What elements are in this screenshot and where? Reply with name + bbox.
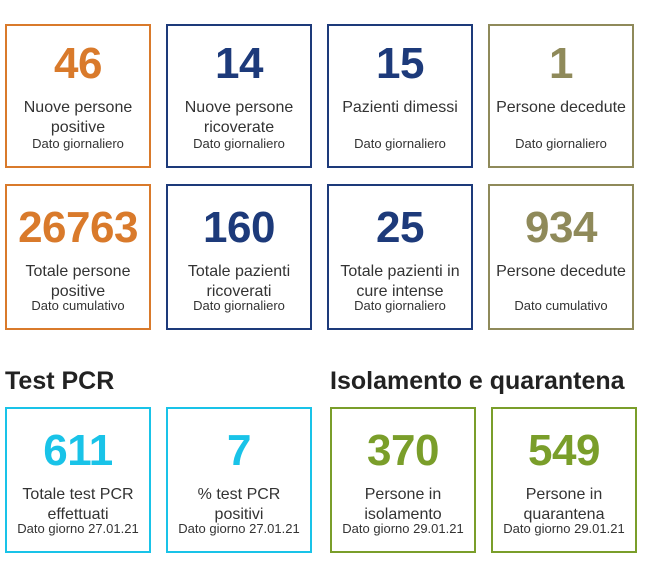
stat-subtitle: Dato giornaliero — [515, 136, 607, 151]
stat-subtitle: Dato giornaliero — [193, 136, 285, 151]
stat-value: 7 — [227, 426, 251, 475]
stat-value: 370 — [367, 426, 439, 475]
stat-label: % test PCR positivi — [197, 486, 281, 523]
stat-card-deceased-daily: 1 Persone decedute Dato giornaliero — [488, 24, 634, 168]
section-title-isolation: Isolamento e quarantena — [330, 367, 625, 395]
stat-label: Persone decedute — [496, 263, 626, 280]
stat-value: 14 — [215, 39, 263, 88]
stat-value: 25 — [376, 203, 424, 252]
stat-card-pcr-positive-rate: 7 % test PCR positivi Dato giorno 27.01.… — [166, 407, 312, 553]
stat-card-pcr-total: 611 Totale test PCR effettuati Dato gior… — [5, 407, 151, 553]
stat-card-intensive-care: 25 Totale pazienti in cure intense Dato … — [327, 184, 473, 330]
stat-label: Persone decedute — [496, 99, 626, 116]
stat-value: 46 — [54, 39, 102, 88]
stat-subtitle: Dato giornaliero — [354, 298, 446, 313]
stat-card-total-hospitalized: 160 Totale pazienti ricoverati Dato gior… — [166, 184, 312, 330]
stat-card-new-hospitalized: 14 Nuove persone ricoverate Dato giornal… — [166, 24, 312, 168]
stat-value: 934 — [525, 203, 597, 252]
stat-label: Pazienti dimessi — [342, 99, 458, 116]
stat-subtitle: Dato giorno 29.01.21 — [342, 521, 464, 536]
stat-card-total-positives: 26763 Totale persone positive Dato cumul… — [5, 184, 151, 330]
stat-value: 1 — [549, 39, 573, 88]
stat-label: Totale persone positive — [25, 263, 131, 300]
stat-label: Persone in quarantena — [523, 486, 605, 523]
stat-card-quarantine: 549 Persone in quarantena Dato giorno 29… — [491, 407, 637, 553]
stat-subtitle: Dato giornaliero — [32, 136, 124, 151]
stat-card-isolation: 370 Persone in isolamento Dato giorno 29… — [330, 407, 476, 553]
stat-label: Totale test PCR effettuati — [22, 486, 134, 523]
stat-label: Persone in isolamento — [364, 486, 442, 523]
stat-value: 15 — [376, 39, 424, 88]
stat-card-deceased-cumulative: 934 Persone decedute Dato cumulativo — [488, 184, 634, 330]
stat-subtitle: Dato giorno 27.01.21 — [17, 521, 139, 536]
stat-value: 549 — [528, 426, 600, 475]
stat-label: Totale pazienti in cure intense — [340, 263, 460, 300]
stat-label: Totale pazienti ricoverati — [187, 263, 291, 300]
stat-value: 160 — [203, 203, 275, 252]
stat-value: 26763 — [18, 203, 138, 252]
stat-card-new-positives: 46 Nuove persone positive Dato giornalie… — [5, 24, 151, 168]
stat-subtitle: Dato cumulativo — [31, 298, 125, 313]
stat-value: 611 — [43, 426, 113, 475]
stat-label: Nuove persone ricoverate — [184, 99, 294, 136]
stat-label: Nuove persone positive — [23, 99, 133, 136]
stat-subtitle: Dato giornaliero — [193, 298, 285, 313]
stat-subtitle: Dato giorno 29.01.21 — [503, 521, 625, 536]
stat-card-discharged: 15 Pazienti dimessi Dato giornaliero — [327, 24, 473, 168]
stat-subtitle: Dato giorno 27.01.21 — [178, 521, 300, 536]
stat-subtitle: Dato giornaliero — [354, 136, 446, 151]
stat-subtitle: Dato cumulativo — [514, 298, 608, 313]
section-title-pcr: Test PCR — [5, 367, 115, 395]
